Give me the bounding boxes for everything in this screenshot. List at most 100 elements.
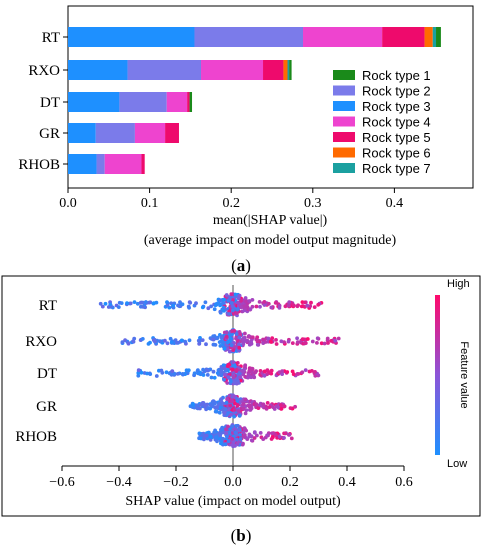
- legend-swatch: [333, 85, 355, 96]
- dot-rxo: [211, 337, 216, 342]
- dot-rxo: [279, 339, 284, 344]
- dot-rhob: [283, 431, 288, 436]
- dot-rxo: [266, 336, 271, 341]
- dot-rt: [188, 300, 193, 305]
- dot-rhob: [255, 433, 259, 438]
- dot-rt: [216, 301, 220, 306]
- dot-rxo: [238, 332, 243, 337]
- dot-rt: [200, 305, 205, 310]
- dot-rxo: [196, 338, 201, 343]
- dot-dt: [160, 370, 165, 375]
- dot-rhob: [240, 442, 245, 447]
- dot-rhob: [265, 433, 269, 438]
- dot-rt: [277, 306, 282, 310]
- dot-gr: [237, 413, 242, 418]
- y-tick-label: RXO: [25, 334, 57, 350]
- dot-dt: [186, 368, 191, 373]
- dot-gr: [225, 397, 230, 401]
- dot-rhob: [202, 437, 206, 442]
- dot-rt: [250, 298, 255, 302]
- dot-rxo: [187, 338, 192, 343]
- dot-dt: [246, 372, 251, 377]
- panel-b-y-labels: RT RXO DT GR RHOB: [15, 298, 57, 445]
- dot-gr: [265, 401, 270, 405]
- bar-segment-rhob-3: [104, 154, 142, 174]
- dot-gr: [258, 403, 262, 407]
- dot-rhob: [230, 436, 235, 441]
- dot-gr: [254, 402, 259, 406]
- dot-rhob: [277, 434, 282, 439]
- dot-rt: [222, 308, 226, 313]
- legend-label: Rock type 6: [362, 146, 431, 161]
- legend-label: Rock type 1: [362, 68, 431, 83]
- dot-dt: [225, 381, 230, 385]
- bar-segment-dt-1: [68, 92, 120, 112]
- dot-gr: [267, 405, 272, 409]
- dot-dt: [300, 370, 305, 375]
- dot-gr: [223, 407, 228, 412]
- dot-gr: [247, 404, 252, 409]
- dot-rt: [229, 292, 234, 297]
- panel-a-caption: (a): [231, 256, 251, 275]
- dot-rxo: [222, 346, 227, 351]
- dot-dt: [216, 368, 221, 372]
- dot-gr: [199, 402, 203, 407]
- dot-rxo: [179, 338, 184, 343]
- dot-dt: [247, 369, 252, 374]
- colorbar-title: Feature value: [458, 341, 470, 408]
- dot-rt: [231, 308, 235, 312]
- panel-b-beeswarm: RT RXO DT GR RHOB −0.6 −0.4 −0.2 0.0 0.2 0.4 0.6 S…: [1, 275, 481, 517]
- dot-rxo: [163, 338, 167, 343]
- dot-dt: [170, 369, 175, 373]
- dot-gr: [243, 411, 248, 416]
- bar-segment-rxo-7: [289, 60, 292, 80]
- dot-rt: [187, 305, 192, 310]
- dot-rt: [229, 301, 234, 305]
- dot-rt: [262, 303, 267, 307]
- bar-segment-rhob-1: [68, 154, 97, 174]
- dot-gr: [232, 394, 237, 399]
- dot-rxo: [169, 340, 174, 345]
- dot-gr: [217, 401, 222, 406]
- dot-rt: [237, 293, 242, 298]
- dot-dt: [154, 374, 159, 378]
- dot-rxo: [247, 334, 251, 338]
- legend-swatch: [333, 132, 355, 142]
- dot-rt: [209, 304, 214, 309]
- dot-gr: [188, 404, 193, 409]
- panel-b-dots: [98, 292, 341, 449]
- dot-dt: [234, 368, 239, 372]
- dot-gr: [241, 406, 246, 411]
- dot-gr: [219, 397, 224, 402]
- dot-rxo: [226, 347, 230, 352]
- dot-rhob: [214, 435, 218, 440]
- dot-gr: [232, 414, 237, 419]
- dot-rt: [132, 300, 137, 304]
- panel-a-bar-chart: RT RXO DT GR RHOB 0.0 0.1 0.2 0.3 0.4 Rock type …: [18, 5, 474, 275]
- colorbar-high-label: High: [447, 278, 470, 290]
- dot-dt: [285, 370, 290, 374]
- dot-rt: [239, 305, 243, 310]
- dot-gr: [227, 393, 232, 398]
- dot-rxo: [268, 339, 273, 344]
- dot-rt: [152, 301, 156, 306]
- dot-rhob: [220, 425, 225, 430]
- dot-gr: [224, 400, 229, 405]
- dot-rxo: [333, 338, 338, 343]
- dot-gr: [195, 403, 199, 408]
- dot-rxo: [319, 341, 324, 346]
- dot-rt: [309, 300, 313, 305]
- dot-rhob: [270, 431, 275, 436]
- dot-rhob: [224, 427, 228, 432]
- dot-rhob: [238, 428, 242, 433]
- dot-dt: [201, 367, 206, 372]
- dot-rxo: [322, 341, 327, 346]
- dot-rxo: [326, 341, 330, 345]
- dot-dt: [231, 375, 236, 380]
- dot-rt: [316, 302, 321, 307]
- dot-rxo: [197, 342, 202, 346]
- dot-dt: [211, 369, 216, 374]
- dot-rhob: [289, 436, 294, 441]
- dot-rt: [248, 307, 253, 312]
